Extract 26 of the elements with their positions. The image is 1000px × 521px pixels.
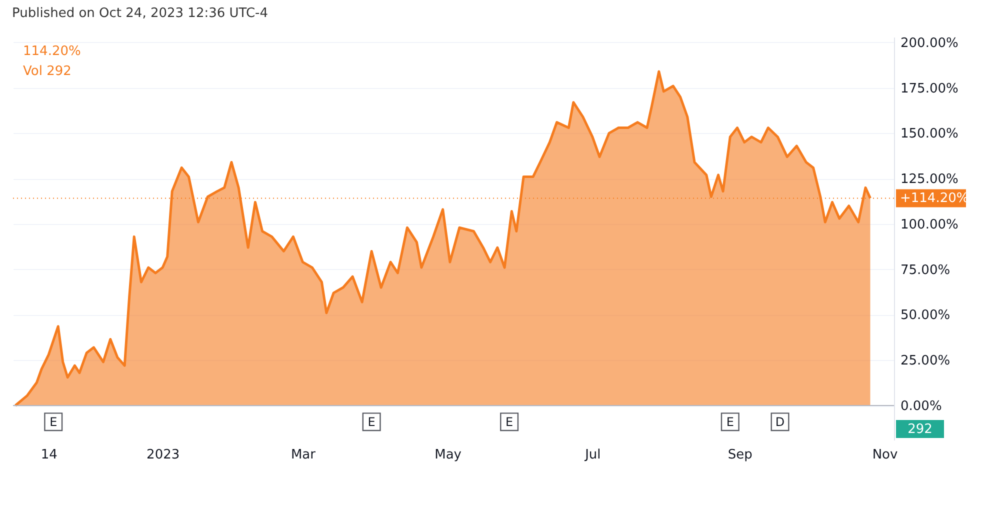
y-tick-label: 100.00% — [900, 217, 958, 232]
annotation: 114.20% — [23, 44, 81, 59]
x-tick-label: 14 — [40, 448, 58, 462]
annotation: E — [50, 414, 58, 429]
y-tick-label: 50.00% — [900, 308, 950, 324]
annotation: Vol 292 — [23, 64, 72, 79]
x-tick-label: Nov — [872, 448, 898, 462]
ref-line-label: +114.20% — [900, 191, 969, 206]
y-tick-label: 75.00% — [900, 262, 950, 278]
y-tick-label: 150.00% — [900, 126, 958, 142]
annotation: E — [506, 414, 514, 429]
text: 292 — [908, 422, 932, 437]
y-tick-label: 200.00% — [900, 36, 958, 51]
y-tick-label: 175.00% — [900, 81, 958, 96]
annotation: E — [368, 414, 376, 429]
annotation: E — [726, 414, 734, 429]
y-tick-label: 0.00% — [900, 399, 942, 414]
x-tick-label: 2023 — [146, 448, 180, 462]
x-tick-label: May — [434, 448, 462, 462]
annotation: D — [775, 414, 785, 429]
x-tick-label: Sep — [728, 448, 752, 462]
x-tick-label: Jul — [584, 448, 601, 462]
x-tick-label: Mar — [290, 448, 316, 462]
y-tick-label: 25.00% — [900, 354, 950, 369]
y-tick-label: 125.00% — [900, 172, 958, 188]
text: Published on Oct 24, 2023 12:36 UTC-4 — [11, 5, 270, 23]
